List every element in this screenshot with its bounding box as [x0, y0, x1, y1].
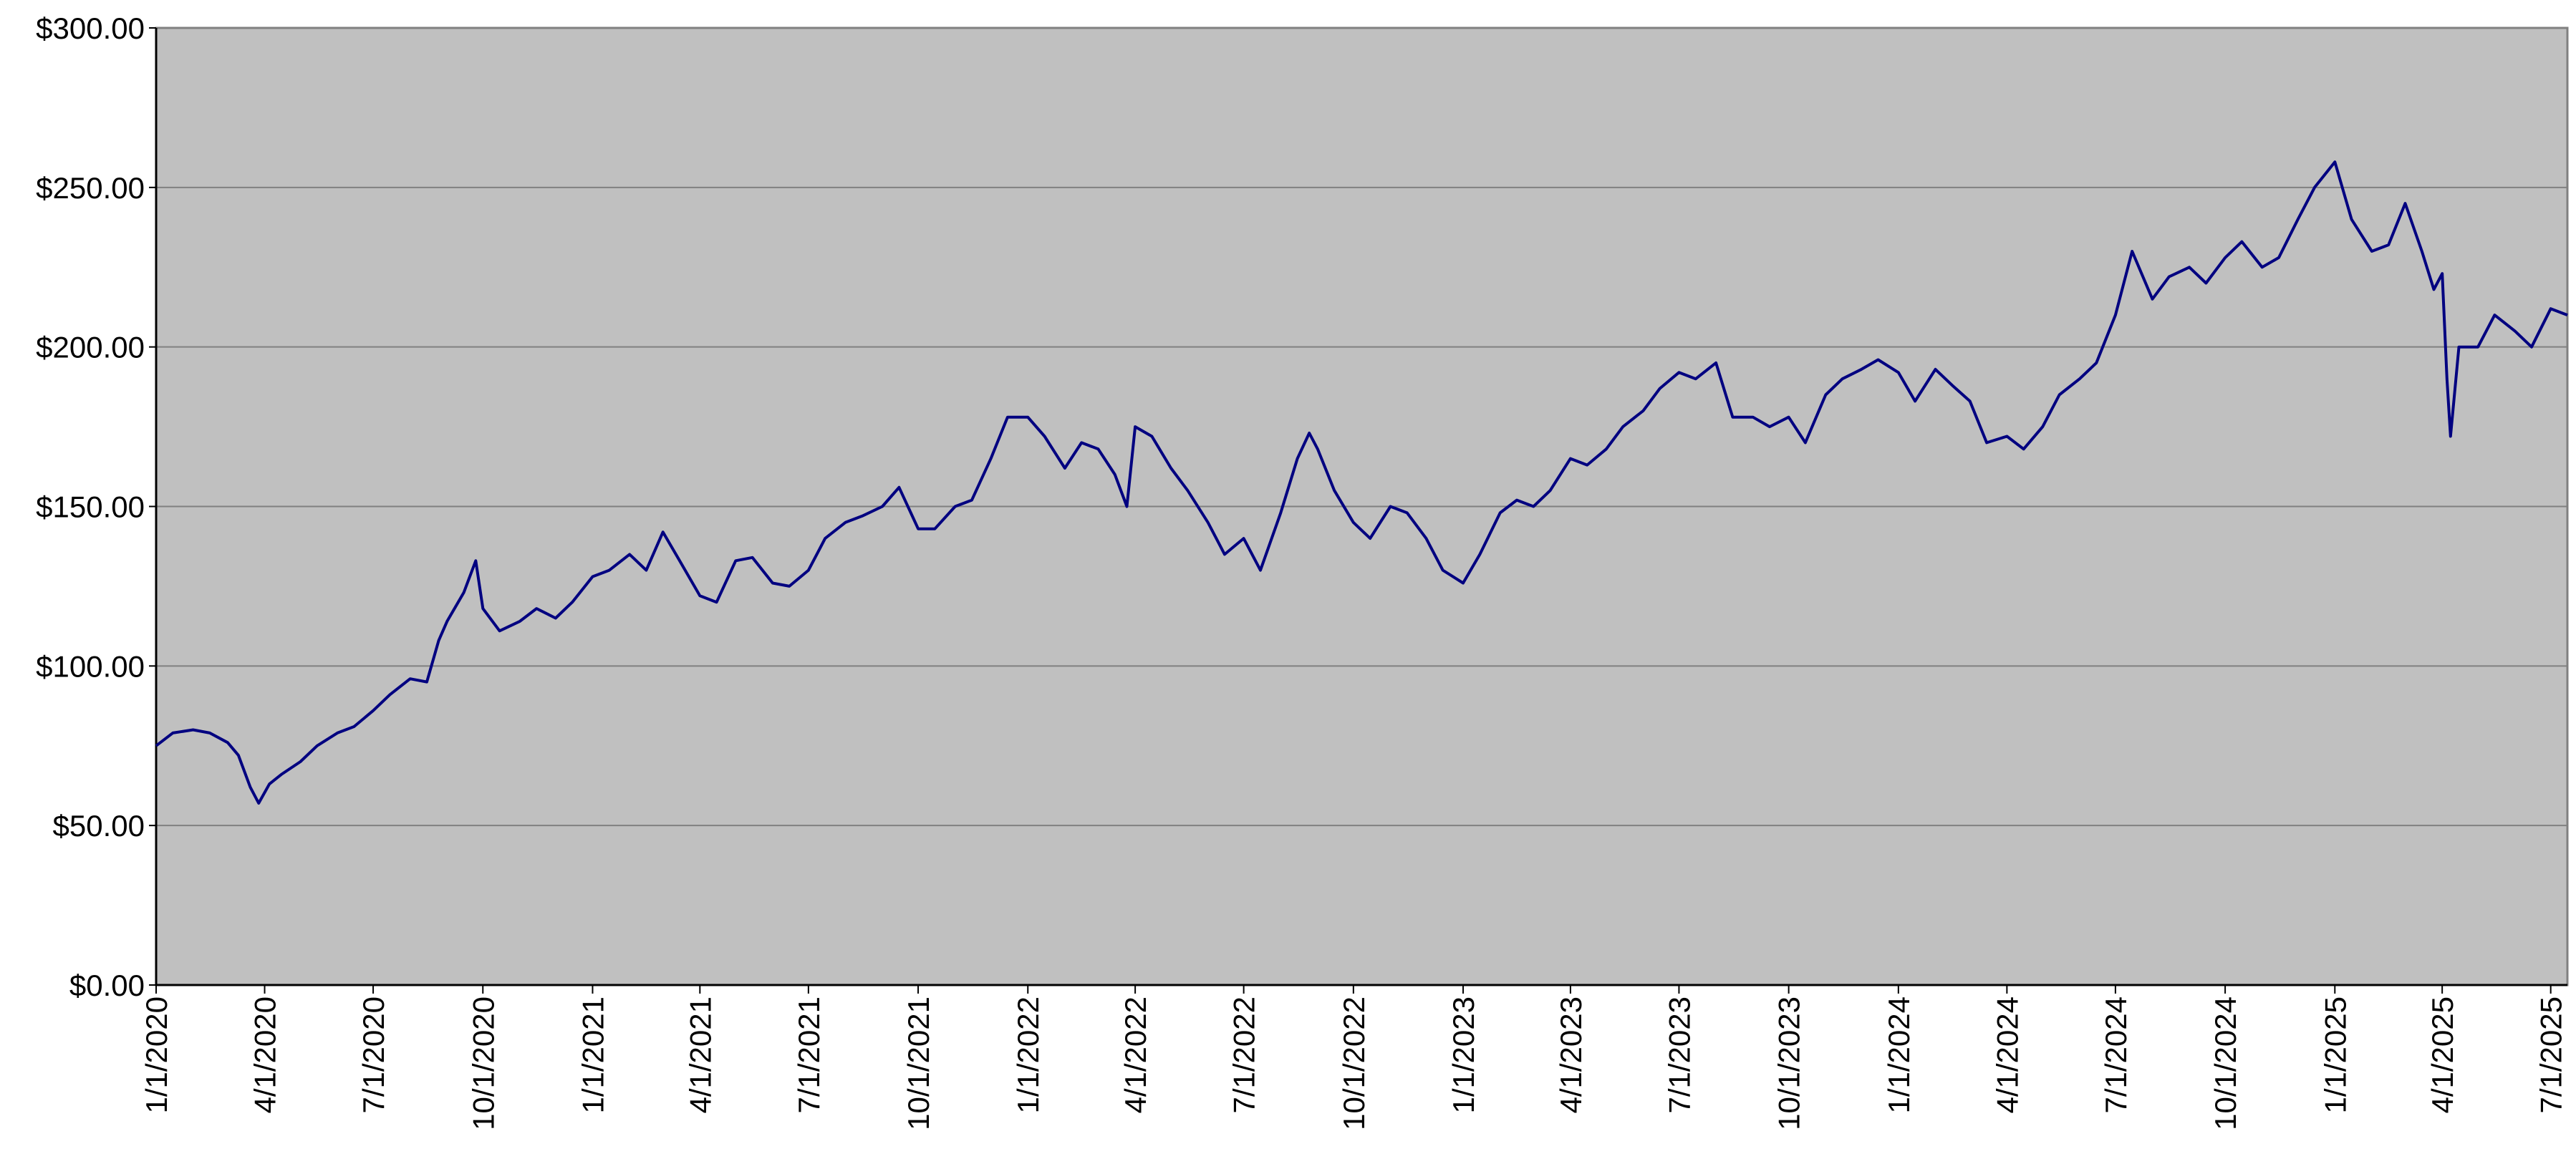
- x-tick-label: 1/1/2023: [1447, 996, 1480, 1114]
- price-line: [155, 160, 2568, 805]
- x-tick-label: 7/1/2022: [1227, 996, 1261, 1114]
- x-tick-label: 4/1/2020: [249, 996, 282, 1114]
- x-tick-label: 4/1/2022: [1119, 996, 1152, 1114]
- x-tick-label: 7/1/2024: [2099, 996, 2133, 1114]
- x-tick-label: 7/1/2025: [2534, 996, 2568, 1114]
- y-tick-label: $300.00: [36, 11, 145, 45]
- y-tick-label: $100.00: [36, 649, 145, 683]
- x-tick-label: 4/1/2025: [2426, 996, 2459, 1114]
- x-tick-label: 4/1/2023: [1554, 996, 1588, 1114]
- x-tick-label: 10/1/2024: [2209, 996, 2242, 1130]
- x-tick-label: 10/1/2022: [1337, 996, 1371, 1130]
- x-tick-label: 4/1/2024: [1990, 996, 2024, 1114]
- x-tick-label: 1/1/2020: [140, 996, 173, 1114]
- y-tick-label: $250.00: [36, 171, 145, 205]
- y-tick-label: $150.00: [36, 490, 145, 524]
- x-tick-label: 1/1/2024: [1882, 996, 1916, 1114]
- y-tick-label: $200.00: [36, 331, 145, 364]
- x-tick-label: 4/1/2021: [683, 996, 717, 1114]
- x-tick-label: 1/1/2025: [2318, 996, 2352, 1114]
- x-tick-label: 1/1/2021: [576, 996, 609, 1114]
- x-tick-label: 7/1/2021: [792, 996, 826, 1114]
- y-tick-label: $0.00: [69, 969, 145, 1002]
- x-tick-label: 10/1/2023: [1772, 996, 1806, 1130]
- x-tick-label: 7/1/2023: [1662, 996, 1696, 1114]
- x-tick-label: 1/1/2022: [1011, 996, 1045, 1114]
- y-tick-label: $50.00: [53, 809, 145, 843]
- x-tick-label: 10/1/2020: [466, 996, 500, 1130]
- x-tick-label: 10/1/2021: [902, 996, 935, 1130]
- x-tick-label: 7/1/2020: [357, 996, 390, 1114]
